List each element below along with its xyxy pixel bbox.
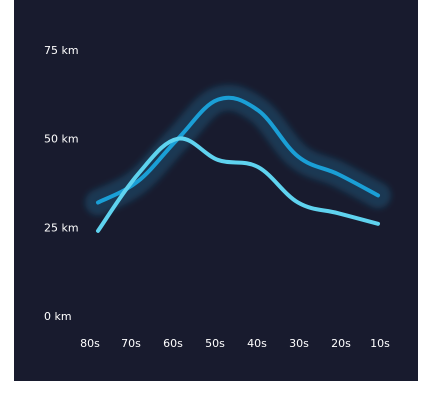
- series-0-line: [96, 95, 380, 205]
- x-tick-label: 20s: [331, 337, 351, 350]
- series-0-glow: [85, 84, 391, 216]
- y-tick-label: 50 km: [44, 133, 79, 146]
- y-tick-label: 25 km: [44, 221, 79, 234]
- x-tick-label: 80s: [80, 337, 100, 350]
- x-tick-label: 50s: [205, 337, 225, 350]
- y-tick-label: 0 km: [44, 310, 72, 323]
- x-tick-label: 40s: [247, 337, 267, 350]
- x-tick-label: 70s: [121, 337, 141, 350]
- y-tick-label: 75 km: [44, 44, 79, 57]
- x-tick-label: 30s: [289, 337, 309, 350]
- series-1-line: [96, 136, 380, 233]
- x-axis-ticks: 80s 70s 60s 50s 40s 30s 20s 10s: [80, 337, 390, 350]
- x-tick-label: 60s: [163, 337, 183, 350]
- y-axis-ticks: 0 km 25 km 50 km 75 km: [44, 44, 79, 323]
- series-layer: [85, 84, 391, 233]
- x-tick-label: 10s: [370, 337, 390, 350]
